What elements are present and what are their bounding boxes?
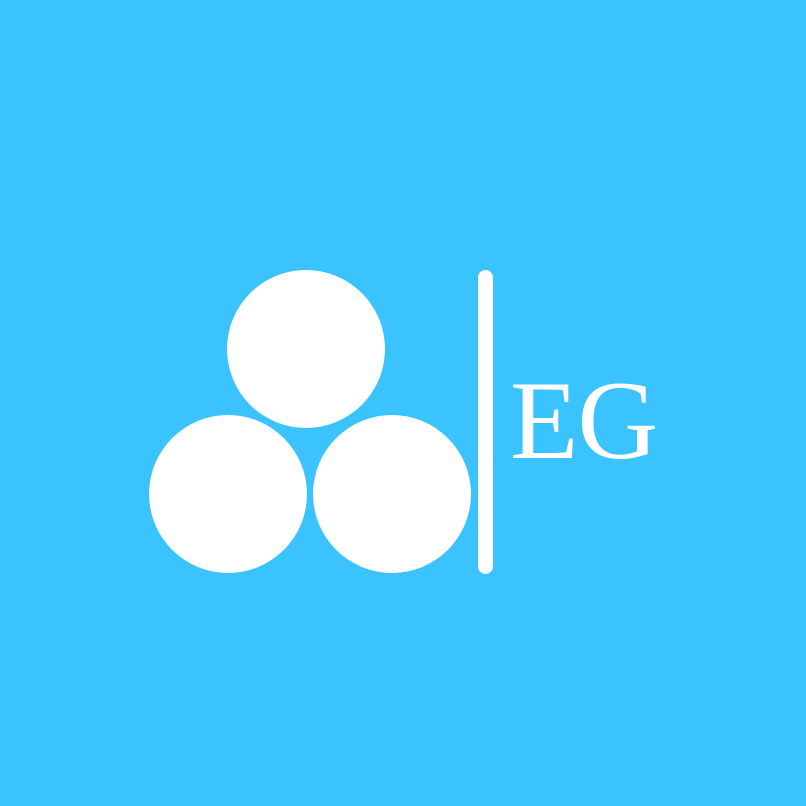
bottom-right-circle: [313, 415, 471, 573]
logo-wordmark: EG: [510, 359, 658, 483]
top-circle: [227, 270, 385, 428]
bottom-left-circle: [149, 415, 307, 573]
logo-divider: [478, 270, 493, 574]
